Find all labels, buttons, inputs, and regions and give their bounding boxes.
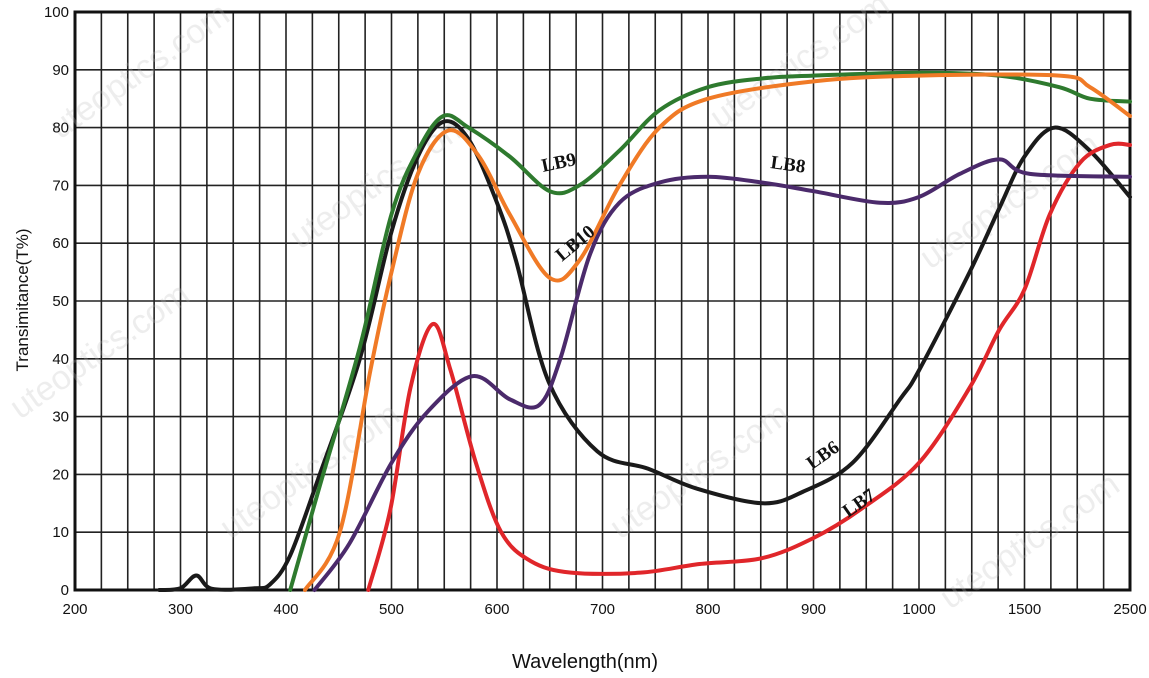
series-line-lb10: [302, 72, 1132, 592]
y-tick-label: 70: [52, 177, 69, 194]
series-lines: [157, 70, 1132, 592]
label-lb8: LB8: [769, 152, 806, 178]
x-axis-title: Wavelength(nm): [512, 651, 658, 673]
x-tick-label: 1000: [902, 601, 935, 618]
x-tick-label: 900: [801, 601, 826, 618]
y-tick-label: 0: [61, 582, 69, 599]
y-tick-label: 20: [52, 466, 69, 483]
x-tick-label: 400: [273, 601, 298, 618]
series-line-lb9: [288, 70, 1132, 592]
x-tick-label: 800: [695, 601, 720, 618]
label-lb9: LB9: [540, 149, 578, 177]
watermark-text: uteoptics.com: [703, 0, 897, 137]
x-tick-label: 500: [379, 601, 404, 618]
x-tick-label: 1500: [1008, 601, 1041, 618]
y-tick-label: 10: [52, 524, 69, 541]
watermark-text: uteoptics.com: [933, 465, 1127, 616]
series-line-lb6: [157, 119, 1132, 592]
x-ticks: 200 300 400 500 600 700 800 900 1000 1500 2500: [62, 601, 1146, 618]
series-line-lb8: [312, 157, 1132, 592]
plot-frame: [73, 10, 1132, 592]
y-tick-label: 30: [52, 409, 69, 426]
y-tick-label: 40: [52, 351, 69, 368]
x-tick-label: 300: [168, 601, 193, 618]
y-ticks: 0 10 20 30 40 50 60 70 80 90 100: [44, 4, 69, 599]
y-tick-label: 90: [52, 62, 69, 79]
label-lb6: LB6: [803, 437, 844, 474]
x-tick-label: 2500: [1113, 601, 1146, 618]
watermarks: uteoptics.comuteoptics.comuteoptics.comu…: [3, 0, 1127, 617]
x-tick-label: 600: [484, 601, 509, 618]
y-tick-label: 50: [52, 293, 69, 310]
y-tick-label: 100: [44, 4, 69, 21]
label-lb7: LB7: [839, 485, 880, 522]
y-axis-title: Transimitance(T%): [13, 229, 32, 372]
x-tick-label: 700: [590, 601, 615, 618]
watermark-text: uteoptics.com: [603, 395, 797, 546]
x-tick-label: 200: [62, 601, 87, 618]
y-tick-label: 80: [52, 120, 69, 137]
y-tick-label: 60: [52, 235, 69, 252]
series-line-lb7: [366, 141, 1132, 592]
